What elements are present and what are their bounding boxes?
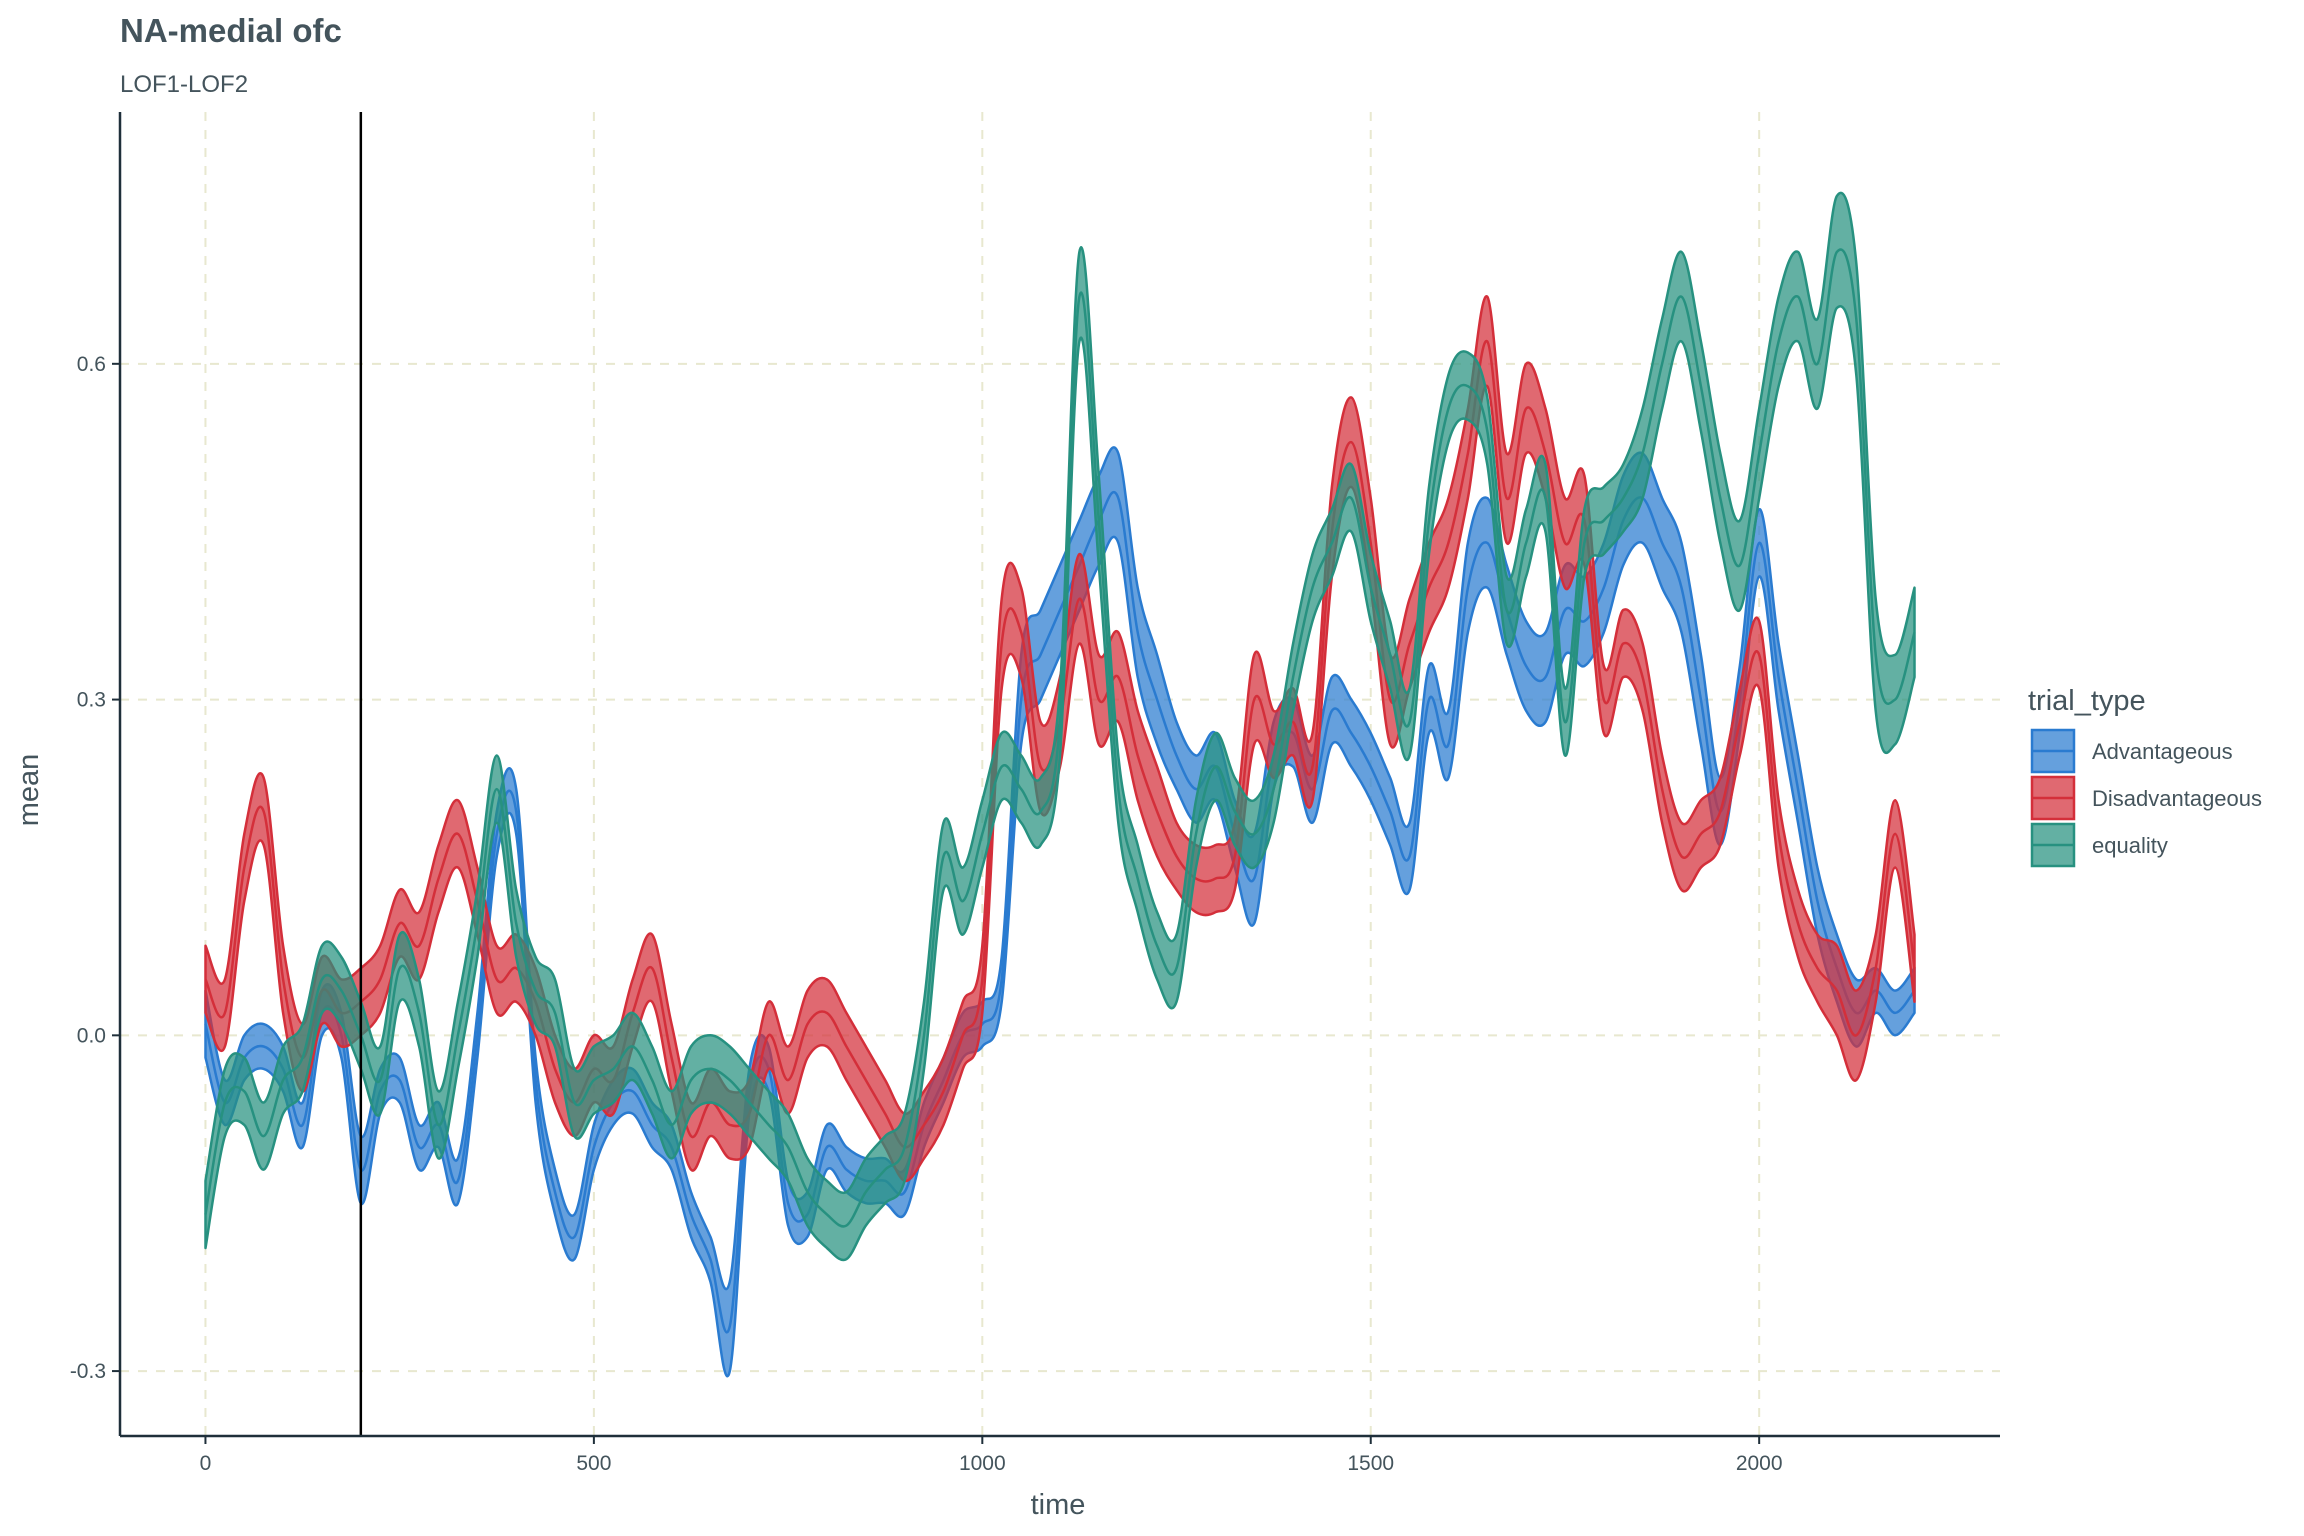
- legend-items: Advantageous Disadvantageous equality: [2030, 728, 2262, 868]
- x-tick-label: 500: [576, 1452, 611, 1475]
- axes: 0 500 1000 1500 2000 -0.3 0.0 0.3 0.6: [70, 112, 2000, 1475]
- mean-line-equality: [204, 248, 1916, 1228]
- legend-item-advantageous: Advantageous: [2030, 728, 2233, 774]
- chart-title: NA-medial ofc: [120, 12, 342, 49]
- series-advantageous: [204, 446, 1916, 1378]
- legend-item-disadvantageous: Disadvantageous: [2030, 775, 2262, 821]
- y-tick-label: 0.6: [77, 353, 106, 376]
- legend-label: Advantageous: [2092, 739, 2233, 764]
- x-tick-label: 2000: [1736, 1452, 1783, 1475]
- series-layer: [204, 191, 1916, 1378]
- chart-subtitle: LOF1-LOF2: [120, 71, 248, 98]
- y-tick-label: 0.3: [77, 689, 106, 712]
- series-equality: [204, 191, 1916, 1262]
- legend-label: Disadvantageous: [2092, 786, 2262, 811]
- x-axis-label: time: [1031, 1489, 1086, 1521]
- grid: [120, 112, 2000, 1436]
- y-tick-label: -0.3: [70, 1360, 106, 1383]
- legend: trial_type Advantageous Disadvantageous eq…: [2028, 685, 2262, 868]
- ribbon-advantageous: [204, 446, 1916, 1378]
- y-axis-label: mean: [13, 754, 45, 827]
- x-tick-label: 1500: [1347, 1452, 1394, 1475]
- y-tick-label: 0.0: [77, 1024, 106, 1047]
- mean-line-disadvantageous: [204, 340, 1916, 1149]
- x-tick-label: 1000: [959, 1452, 1006, 1475]
- legend-label: equality: [2092, 833, 2168, 858]
- legend-title: trial_type: [2028, 685, 2146, 717]
- legend-item-equality: equality: [2030, 822, 2168, 868]
- x-tick-label: 0: [200, 1452, 212, 1475]
